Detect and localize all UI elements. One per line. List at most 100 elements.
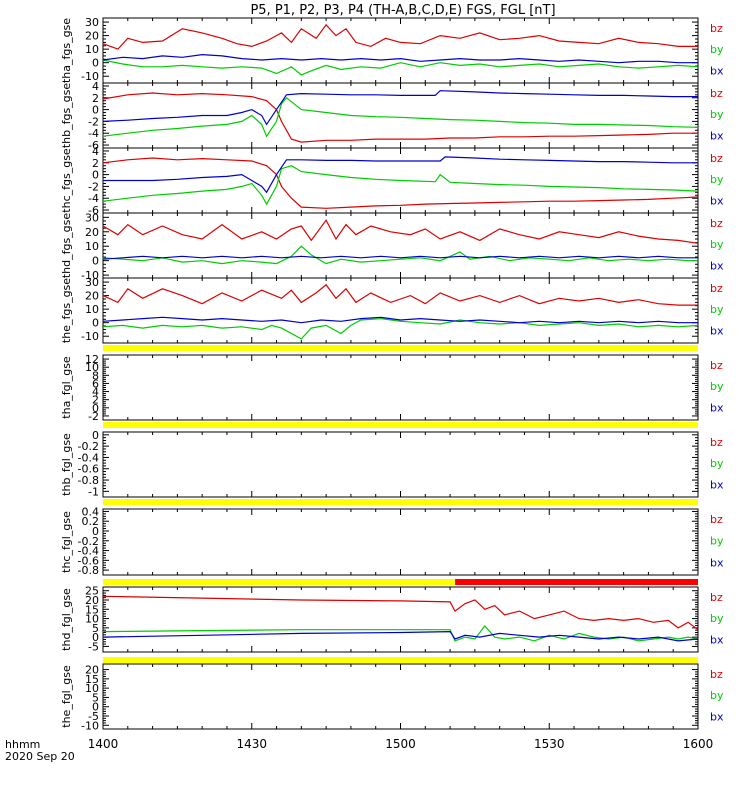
plot-title: P5, P1, P2, P3, P4 (TH-A,B,C,D,E) FGS, F… [250, 3, 555, 18]
y-tick-label: 20 [85, 664, 99, 677]
y-tick-label: -0.8 [78, 564, 99, 577]
panel-label: thc_fgl_gse [60, 511, 73, 573]
panel-label: thd_fgl_gse [60, 588, 73, 651]
y-tick-label: 20 [85, 290, 99, 303]
y-tick-label: -0.6 [78, 554, 99, 567]
legend-bx: bx [710, 325, 724, 338]
panel-label: thb_fgs_gse [60, 83, 73, 149]
y-tick-label: -0.2 [78, 535, 99, 548]
y-tick-label: 4 [92, 386, 99, 399]
y-tick-label: 0.2 [82, 515, 100, 528]
y-tick-label: 0 [92, 255, 99, 268]
y-tick-label: 10 [85, 240, 99, 253]
y-tick-label: 15 [85, 603, 99, 616]
status-bar-yellow [103, 657, 698, 663]
y-tick-label: -4 [88, 192, 99, 205]
panel-label: thc_fgs_gse [60, 148, 73, 213]
panel-label: tha_fgs_gse [60, 18, 73, 83]
series-bx-line [102, 90, 698, 126]
time-axis-unit: hhmm [5, 738, 40, 751]
series-by-line [102, 59, 699, 76]
y-tick-label: 0 [92, 169, 99, 182]
panel-label: the_fgl_gse [60, 665, 73, 728]
y-tick-label: -1 [88, 485, 99, 498]
y-tick-label: 0 [92, 701, 99, 714]
y-tick-label: 20 [85, 30, 99, 43]
panel-frame [102, 82, 699, 149]
y-tick-label: 8 [92, 369, 99, 382]
y-tick-label: 10 [85, 682, 99, 695]
x-tick-label: 1400 [88, 737, 119, 751]
y-tick-label: 0.4 [82, 505, 100, 518]
legend-by: by [710, 303, 724, 316]
x-tick-label: 1600 [683, 737, 714, 751]
legend-bz: bz [710, 668, 723, 681]
y-tick-label: 10 [85, 361, 99, 374]
legend-by: by [710, 43, 724, 56]
y-tick-label: -2 [88, 115, 99, 128]
legend-bz: bz [710, 217, 723, 230]
y-tick-label: -2 [88, 180, 99, 193]
legend-bz: bz [710, 282, 723, 295]
panel-frame [102, 354, 699, 421]
y-tick-label: 30 [85, 16, 99, 29]
time-axis: 1400 1430 1500 1530 1600 [88, 737, 714, 751]
date-label: 2020 Sep 20 [5, 750, 75, 763]
series-bz-line [102, 219, 699, 244]
panel-label: the_fgs_gse [60, 278, 73, 343]
y-tick-label: 12 [85, 353, 99, 366]
panel-label: thb_fgl_gse [60, 433, 73, 496]
y-tick-label: 25 [85, 585, 99, 598]
x-tick-label: 1500 [385, 737, 416, 751]
series-bz-line [102, 283, 698, 306]
legend-bz: bz [710, 152, 723, 165]
legend-by: by [710, 238, 724, 251]
legend-bx: bx [710, 479, 724, 492]
y-tick-label: -10 [81, 269, 99, 282]
legend-bz: bz [710, 513, 723, 526]
y-tick-label: -10 [81, 70, 99, 83]
y-tick-label: -10 [81, 330, 99, 343]
status-bar-red [455, 579, 698, 585]
y-tick-label: -4 [88, 127, 99, 140]
y-tick-label: 30 [85, 211, 99, 224]
series-by-line [102, 317, 699, 340]
series-by-line [102, 625, 699, 642]
panel-label: thd_fgs_gse [60, 213, 73, 279]
y-tick-label: 5 [92, 622, 99, 635]
series-by-line [102, 245, 698, 265]
panel-frame [102, 508, 699, 576]
series-bx-line [102, 255, 698, 260]
y-tick-label: -6 [88, 204, 99, 217]
legend-by: by [710, 689, 724, 702]
legend-by: by [710, 612, 724, 625]
series-bz-line [102, 92, 698, 143]
y-tick-label: -5 [88, 710, 99, 723]
legend-by: by [710, 380, 724, 393]
y-tick-label: 0 [92, 525, 99, 538]
y-tick-label: -5 [88, 640, 99, 653]
series-by-line [102, 96, 699, 138]
y-tick-label: 20 [85, 226, 99, 239]
y-tick-label: 4 [92, 145, 99, 158]
legend-bx: bx [710, 195, 724, 208]
y-tick-label: 10 [85, 43, 99, 56]
legend-bz: bz [710, 87, 723, 100]
panel-thb_fgl_gse: -1-0.8-0.6-0.4-0.20 thb_fgl_gse bz by bx [60, 429, 724, 499]
series-bx-line [102, 630, 699, 642]
legend-bx: bx [710, 711, 724, 724]
y-tick-label: -0.8 [78, 474, 99, 487]
legend-bz: bz [710, 436, 723, 449]
status-bar-yellow [103, 422, 698, 428]
y-tick-label: 10 [85, 303, 99, 316]
legend-bz: bz [710, 359, 723, 372]
panel-frame [102, 277, 699, 344]
panel-frame [102, 17, 699, 84]
